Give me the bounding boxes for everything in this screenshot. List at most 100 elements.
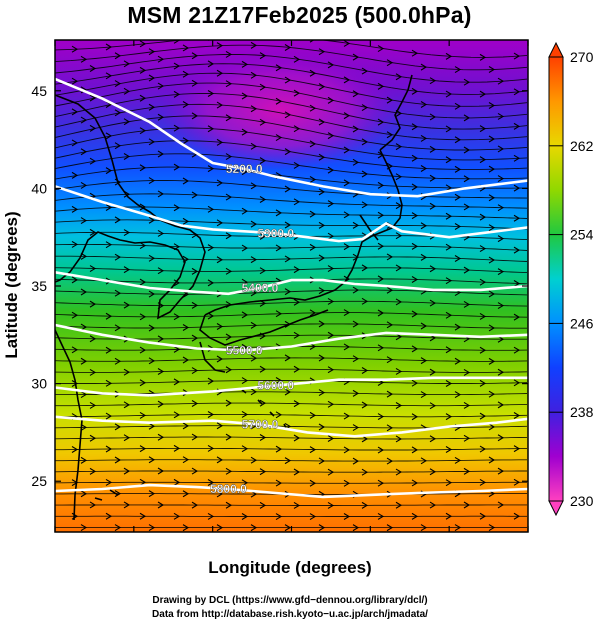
streamline-arrow — [275, 244, 283, 252]
streamline-arrow — [445, 52, 453, 60]
streamline-arrow — [386, 424, 394, 432]
streamline-arrow — [497, 77, 505, 85]
streamline-arrow — [225, 193, 233, 201]
streamline — [55, 53, 528, 83]
streamline-arrow — [207, 444, 215, 452]
streamline-arrow — [352, 457, 360, 465]
streamline-arrow — [479, 245, 487, 253]
colorbar-tick-label: 238 — [570, 404, 594, 420]
streamline-arrow — [105, 241, 113, 249]
streamline-arrow — [105, 72, 113, 80]
streamline-arrow — [429, 435, 437, 443]
streamline-arrow — [463, 368, 471, 376]
streamline-arrow — [463, 114, 471, 122]
streamline-arrow — [173, 345, 181, 353]
streamline-arrow — [71, 139, 79, 147]
streamline-arrow — [173, 163, 181, 171]
streamline-arrow — [327, 96, 335, 104]
streamline-arrow — [173, 204, 181, 212]
streamline-arrow — [411, 276, 419, 283]
streamline-arrow — [225, 114, 233, 122]
streamline-arrow — [488, 524, 496, 532]
streamline-arrow — [445, 479, 453, 487]
streamline-arrow — [241, 92, 249, 100]
streamline-arrow — [139, 478, 147, 486]
streamline-arrow — [293, 365, 301, 373]
streamline — [55, 243, 528, 251]
streamline-arrow — [479, 312, 487, 320]
x-tick-label: 140 — [359, 537, 383, 540]
streamline-arrow — [395, 173, 403, 181]
streamline-arrow — [361, 468, 369, 476]
streamline-arrow — [293, 125, 301, 133]
streamline-arrow — [327, 435, 335, 442]
streamline-arrow — [259, 399, 267, 407]
streamline-arrow — [488, 456, 496, 464]
streamline-arrow — [105, 478, 113, 486]
streamline-arrow — [207, 410, 215, 418]
streamline-arrow — [386, 457, 394, 465]
x-axis-label: Longitude (degrees) — [208, 558, 372, 577]
streamline-arrow — [89, 300, 97, 308]
streamline-arrow — [148, 290, 156, 298]
streamline-arrow — [114, 490, 122, 498]
streamline-arrow — [250, 256, 258, 264]
streamline-arrow — [386, 59, 394, 67]
streamline-arrow — [114, 324, 122, 332]
streamline-arrow — [513, 346, 521, 354]
streamline-arrow — [284, 288, 292, 296]
streamline-arrow — [216, 355, 224, 363]
x-tick-label: 145 — [437, 537, 461, 540]
streamline-arrow — [105, 167, 113, 175]
streamline-arrow — [216, 42, 224, 50]
streamline-arrow — [293, 89, 301, 97]
streamline-arrow — [386, 96, 394, 104]
streamline-arrow — [293, 266, 301, 274]
streamline-arrow — [513, 412, 521, 419]
streamline-arrow — [395, 202, 403, 210]
streamline-arrow — [123, 152, 131, 160]
streamline-arrow — [352, 524, 360, 532]
streamline-arrow — [318, 423, 326, 431]
streamline-arrow — [479, 156, 487, 164]
credit-line-dcl: Drawing by DCL (https://www.gfd−dennou.o… — [152, 595, 428, 606]
streamline-arrow — [225, 153, 233, 161]
streamline-arrow — [479, 90, 487, 98]
streamline-arrow — [114, 423, 122, 431]
streamline-arrow — [80, 391, 88, 399]
streamline-arrow — [182, 524, 190, 532]
streamline-arrow — [352, 355, 360, 363]
streamline-arrow — [420, 457, 428, 465]
streamline-arrow — [479, 445, 487, 453]
streamline-arrow — [157, 467, 165, 475]
streamline-arrow — [241, 377, 249, 385]
streamline-arrow — [191, 112, 199, 120]
streamline-arrow — [139, 346, 147, 354]
streamline-arrow — [148, 48, 156, 56]
streamline-arrow — [454, 193, 462, 201]
streamline-arrow — [386, 131, 394, 139]
streamline-arrow — [377, 309, 385, 317]
streamline-arrow — [207, 165, 215, 173]
streamline-arrow — [377, 242, 385, 250]
streamline-arrow — [395, 73, 403, 81]
streamline-arrow — [318, 320, 326, 328]
streamline-arrow — [497, 112, 505, 120]
streamline-arrow — [318, 287, 326, 295]
streamline-arrow — [479, 213, 487, 221]
streamline-arrow — [182, 137, 190, 145]
streamline-arrow — [148, 177, 156, 185]
streamline — [55, 193, 528, 209]
coastlines — [55, 74, 413, 521]
streamline-arrow — [173, 62, 181, 70]
streamline-arrow — [361, 138, 369, 146]
streamline-arrow — [318, 457, 326, 465]
streamline-arrow — [429, 402, 437, 410]
streamline-arrow — [216, 219, 224, 227]
height-contour — [55, 323, 528, 352]
streamline-arrow — [241, 311, 249, 319]
streamline-arrow — [361, 201, 369, 209]
streamline-arrow — [327, 232, 335, 240]
streamline-arrow — [191, 467, 199, 475]
streamline-arrow — [207, 90, 215, 97]
